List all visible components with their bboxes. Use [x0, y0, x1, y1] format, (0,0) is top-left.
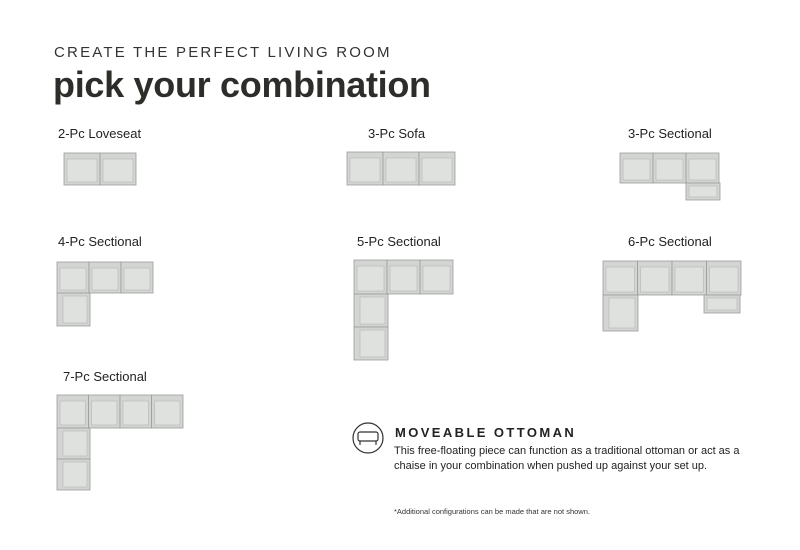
footnote: *Additional configurations can be made t…: [394, 507, 590, 516]
sofa-cushion: [359, 329, 386, 358]
ottoman-icon: [352, 422, 384, 454]
sofa-cushion: [123, 267, 151, 291]
sofa-cushion: [688, 158, 717, 181]
sofa-cushion: [605, 266, 635, 293]
sofa-cushion: [122, 400, 149, 426]
sofa-cushion: [359, 296, 386, 325]
combination-label: 3-Pc Sofa: [368, 126, 426, 141]
sofa-cushion: [91, 267, 119, 291]
sofa-cushion: [102, 158, 134, 183]
sofa-cushion: [706, 297, 738, 311]
sofa-cushion: [674, 266, 704, 293]
sofa-cushion: [66, 158, 98, 183]
combination-label: 3-Pc Sectional: [628, 126, 712, 141]
sofa-cushion: [62, 295, 88, 324]
sofa-cushion: [688, 185, 718, 198]
sofa-cushion: [349, 157, 381, 183]
sofa-cushion: [709, 266, 739, 293]
sofa-cushion: [385, 157, 417, 183]
sofa-cushion: [389, 265, 418, 292]
sofa-cushion: [356, 265, 385, 292]
sofa-cushion: [59, 400, 86, 426]
sofa-cushion: [91, 400, 118, 426]
sofa-cushion: [154, 400, 181, 426]
combination-label: 7-Pc Sectional: [63, 369, 147, 384]
ottoman-icon-seat: [357, 431, 379, 442]
page-title: pick your combination: [53, 64, 431, 105]
combination-label: 4-Pc Sectional: [58, 234, 142, 249]
ottoman-description: This free-floating piece can function as…: [394, 445, 740, 472]
sofa-cushion: [622, 158, 651, 181]
sofa-cushion: [655, 158, 684, 181]
combination-label: 2-Pc Loveseat: [58, 126, 142, 141]
sofa-cushion: [608, 297, 636, 329]
ottoman-title: MOVEABLE OTTOMAN: [395, 425, 577, 440]
combination-label: 6-Pc Sectional: [628, 234, 712, 249]
sofa-cushion: [640, 266, 670, 293]
sofa-cushion: [421, 157, 453, 183]
sofa-cushion: [59, 267, 87, 291]
eyebrow: CREATE THE PERFECT LIVING ROOM: [54, 44, 392, 61]
combination-label: 5-Pc Sectional: [357, 234, 441, 249]
sofa-cushion: [422, 265, 451, 292]
sofa-cushion: [62, 430, 88, 457]
sofa-cushion: [62, 461, 88, 488]
